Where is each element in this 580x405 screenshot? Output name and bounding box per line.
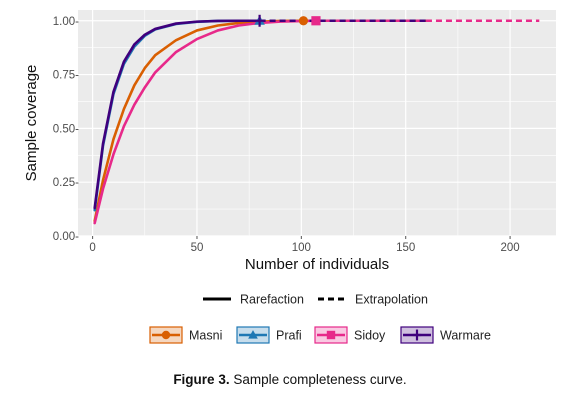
legend-series-label: Prafi bbox=[276, 329, 302, 343]
x-tick-label: 100 bbox=[292, 242, 311, 254]
figure-caption-text: Sample completeness curve. bbox=[233, 372, 407, 387]
legend-series-key-marker bbox=[161, 330, 171, 340]
y-tick-label: 1.00- bbox=[53, 16, 79, 28]
observed-point-marker bbox=[311, 16, 321, 26]
x-tick-label: 0 bbox=[89, 242, 95, 254]
coverage-chart: 0 50 100 150 200 0.00- 0.25- 0.50- 0.75- 1.00- Num… bbox=[23, 10, 556, 344]
legend-series-label: Masni bbox=[189, 329, 222, 343]
legend-series-key-marker bbox=[248, 330, 258, 339]
legend-series-label: Warmare bbox=[440, 329, 491, 343]
x-tick-label: 50 bbox=[191, 242, 204, 254]
x-tick-label: 200 bbox=[500, 242, 519, 254]
x-tick-label: 150 bbox=[396, 242, 415, 254]
legend-linetype-label: Extrapolation bbox=[355, 293, 428, 307]
y-tick-label: 0.50- bbox=[53, 123, 79, 135]
x-axis-title: Number of individuals bbox=[245, 256, 389, 273]
y-tick-label: 0.75- bbox=[53, 70, 79, 82]
legend-series-label: Sidoy bbox=[354, 329, 386, 343]
chart-container: 0 50 100 150 200 0.00- 0.25- 0.50- 0.75- 1.00- Num… bbox=[23, 10, 556, 344]
plot-panel bbox=[78, 10, 556, 236]
legend-linetype-label: Rarefaction bbox=[240, 293, 304, 307]
y-tick-label: 0.25- bbox=[53, 177, 79, 189]
y-tick-label: 0.00- bbox=[53, 231, 79, 243]
figure-caption: Figure 3. Sample completeness curve. bbox=[0, 372, 580, 387]
observed-point-marker bbox=[298, 16, 309, 26]
figure-label: Figure 3. bbox=[173, 372, 230, 387]
legend-series-key-marker bbox=[326, 330, 336, 340]
y-axis-title: Sample coverage bbox=[23, 65, 40, 182]
rarefaction-line bbox=[93, 19, 261, 210]
